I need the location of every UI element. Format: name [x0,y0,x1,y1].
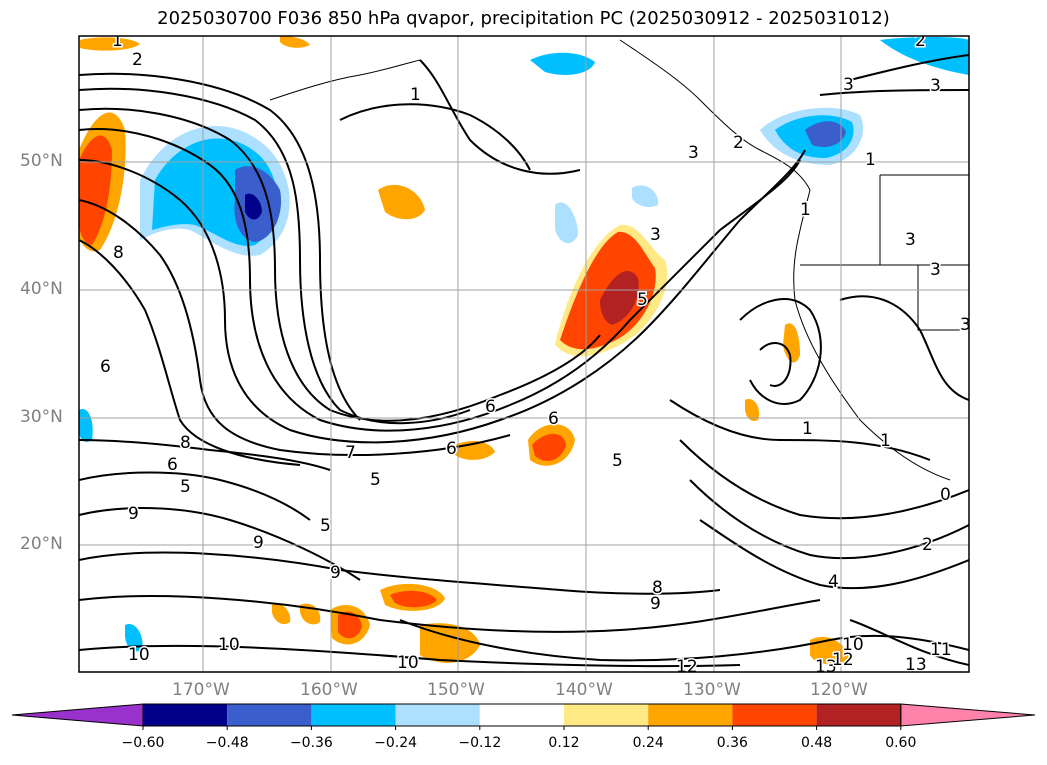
contour-label: 3 [650,225,661,245]
contour-label: 5 [612,451,623,471]
graticule [79,36,969,672]
lat-label-30: 30°N [20,407,63,427]
contour-label: 1 [112,31,123,51]
lon-label-170w: 170°W [172,680,230,700]
lat-label-20: 20°N [20,534,63,554]
contour-label: 5 [180,477,191,497]
contour-label: 5 [320,516,331,536]
contours [79,54,969,668]
colorbar-tick-label: 0.36 [716,735,748,751]
contour-label: 3 [688,143,699,163]
lon-label-120w: 120°W [810,680,868,700]
contour-label: 7 [345,443,356,463]
contour-label: 2 [915,31,926,51]
contour-label: 9 [650,594,661,614]
map-title: 2025030700 F036 850 hPa qvapor, precipit… [157,8,890,29]
contour-label: 9 [128,504,139,524]
contour-label: 13 [905,655,927,675]
contour-label: 3 [905,230,916,250]
contour-label: 6 [485,397,496,417]
contour-label: 6 [548,409,559,429]
contour-label: 3 [930,76,941,96]
contour-label: 13 [815,657,837,677]
contour-label: 10 [218,635,240,655]
colorbar-tick-label: −0.48 [205,735,249,751]
contour-label: 11 [930,640,952,660]
colorbar-tick-label: 0.48 [801,735,833,751]
lon-label-130w: 130°W [683,680,741,700]
contour-label: 5 [370,470,381,490]
contour-label: 8 [113,243,124,263]
colorbar-tick-label: 0.24 [632,735,664,751]
contour-label: 3 [930,260,941,280]
colorbar-tick-label: 0.12 [548,735,580,751]
contour-label: 2 [132,50,143,70]
contour-label: 1 [802,419,813,439]
contour-label: 9 [253,533,264,553]
contour-label: 4 [828,572,839,592]
contour-label: 3 [843,75,854,95]
precip-anomaly-shading [79,36,969,665]
contour-label: 1 [410,85,421,105]
contour-label: 1 [800,200,811,220]
contour-label: 9 [330,563,341,583]
contour-label: 2 [733,133,744,153]
contour-label: 5 [637,290,648,310]
lon-label-160w: 160°W [300,680,358,700]
colorbar-tick-label: −0.60 [121,735,165,751]
colorbar-tick-label: −0.36 [289,735,333,751]
contour-label: 1 [865,150,876,170]
colorbar-tick-label: −0.24 [374,735,418,751]
contour-label: 0 [940,485,951,505]
contour-label: 10 [842,635,864,655]
colorbar-tick-label: 0.60 [885,735,917,751]
colorbar-tick-label: −0.12 [458,735,502,751]
contour-label: 8 [180,433,191,453]
lon-label-150w: 150°W [427,680,485,700]
contour-label: 3 [960,315,971,335]
contour-label: 12 [676,657,698,677]
contour-label: 6 [100,357,111,377]
coastlines [269,39,969,481]
lon-label-140w: 140°W [555,680,613,700]
contour-label: 8 [652,578,663,598]
contour-label: 10 [128,645,150,665]
lat-label-50: 50°N [20,151,63,171]
contour-label: 6 [446,439,457,459]
contour-label: 2 [922,535,933,555]
contour-label: 6 [167,455,178,475]
lat-label-40: 40°N [20,279,63,299]
map-frame [78,35,970,673]
contour-label: 10 [397,653,419,673]
contour-label: 1 [880,431,891,451]
contour-label: 12 [832,650,854,670]
